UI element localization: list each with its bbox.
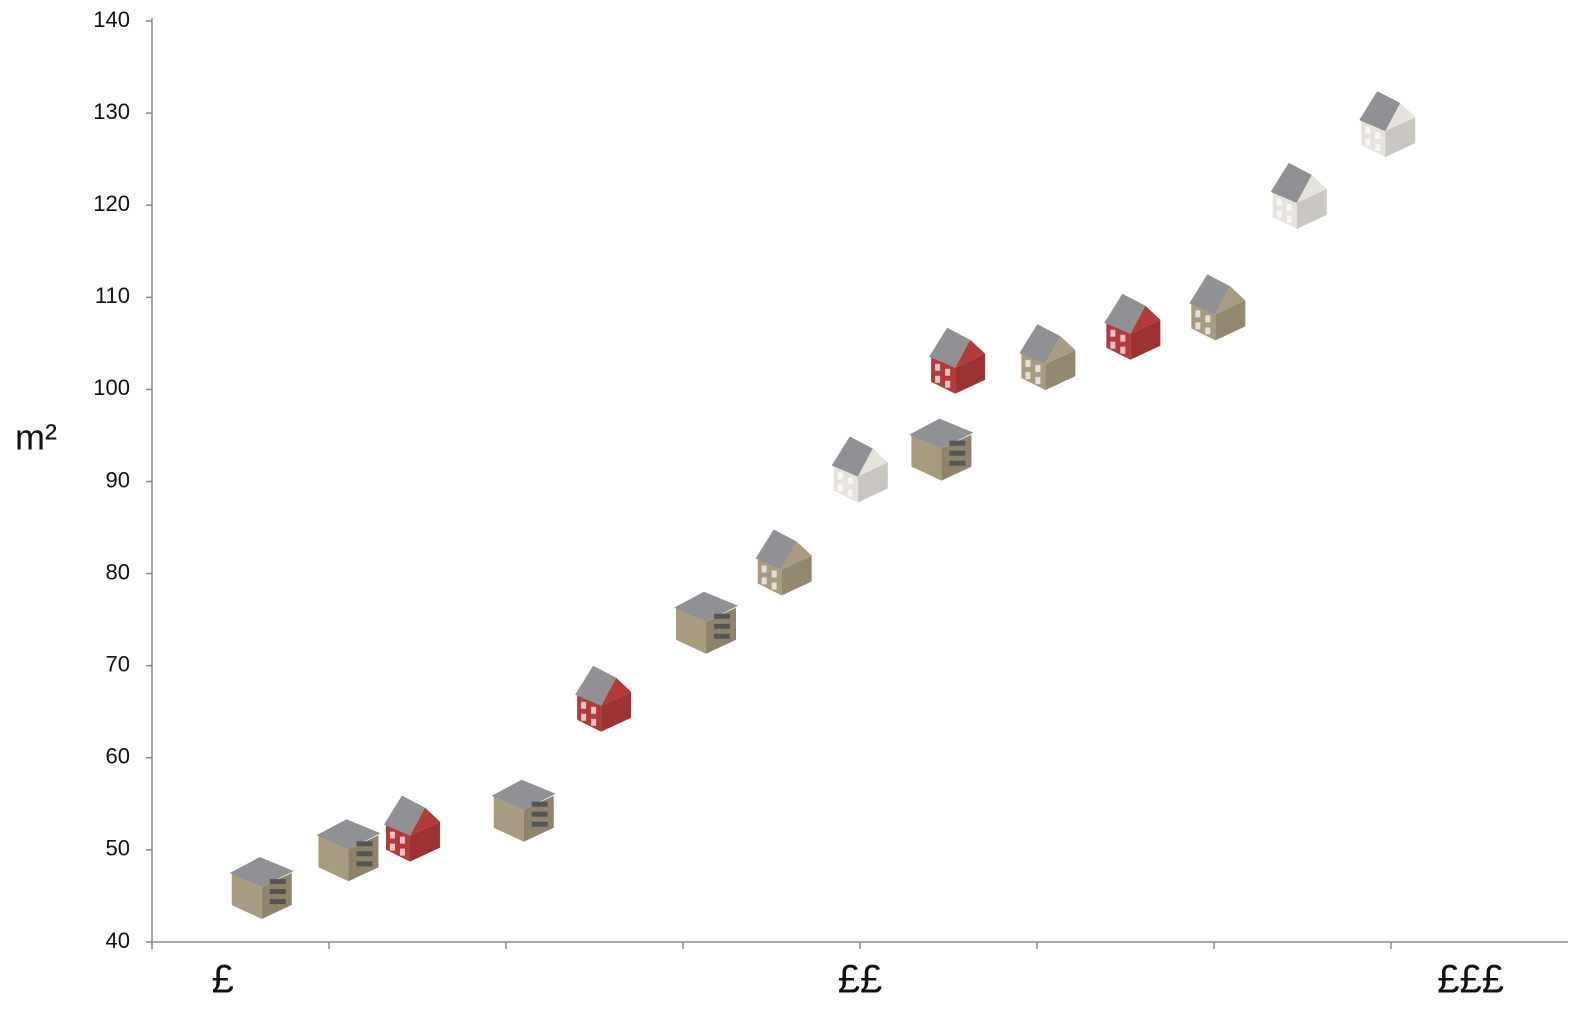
window (949, 461, 965, 466)
window (1365, 127, 1370, 134)
house-marker (575, 666, 631, 732)
window (581, 702, 586, 709)
chart: m² 405060708090100110120130140££££££ (0, 0, 1595, 1023)
window (949, 441, 965, 446)
y-tick-label: 140 (93, 7, 130, 32)
window (945, 369, 950, 376)
house-marker (1359, 91, 1415, 157)
window (772, 582, 777, 589)
window (714, 624, 730, 629)
window (714, 614, 730, 619)
window (591, 707, 596, 714)
window (1035, 377, 1040, 384)
window (1120, 347, 1125, 354)
x-label: £££ (1437, 958, 1504, 1002)
y-tick-label: 80 (106, 559, 130, 584)
window (935, 364, 940, 371)
window (1287, 216, 1292, 223)
window (1375, 144, 1380, 151)
window (356, 841, 372, 846)
window (1195, 322, 1200, 329)
window (1277, 199, 1282, 206)
window (762, 577, 767, 584)
window (390, 832, 395, 839)
window (838, 484, 843, 491)
house-marker (492, 780, 556, 842)
window (1277, 211, 1282, 218)
window (1110, 330, 1115, 337)
window (838, 472, 843, 479)
window (1195, 310, 1200, 317)
window (400, 837, 405, 844)
window (714, 634, 730, 639)
window (356, 851, 372, 856)
window (581, 714, 586, 721)
x-label: £ (212, 958, 234, 1002)
y-tick-label: 40 (106, 928, 130, 953)
y-tick-label: 70 (106, 652, 130, 677)
window (1120, 335, 1125, 342)
house-marker (1104, 294, 1160, 360)
y-tick-label: 100 (93, 375, 130, 400)
window (390, 844, 395, 851)
house-marker (909, 419, 973, 481)
window (1025, 360, 1030, 367)
house-marker (756, 529, 812, 595)
house-marker (384, 796, 440, 862)
window (400, 849, 405, 856)
y-axis-label: m² (15, 417, 57, 458)
house-marker (1271, 163, 1327, 229)
house-marker (674, 592, 738, 654)
window (1205, 315, 1210, 322)
window (949, 451, 965, 456)
window (935, 376, 940, 383)
x-label: ££ (838, 958, 883, 1002)
y-tick-label: 120 (93, 191, 130, 216)
y-tick-label: 130 (93, 99, 130, 124)
window (532, 822, 548, 827)
y-tick-label: 90 (106, 467, 130, 492)
window (270, 879, 286, 884)
window (1035, 365, 1040, 372)
window (945, 381, 950, 388)
y-tick-label: 110 (95, 283, 130, 308)
window (270, 899, 286, 904)
window (1365, 139, 1370, 146)
window (1205, 327, 1210, 334)
window (532, 802, 548, 807)
window (1287, 204, 1292, 211)
window (1110, 342, 1115, 349)
window (762, 565, 767, 572)
house-marker (929, 328, 985, 394)
house-marker (1189, 274, 1245, 340)
window (1025, 372, 1030, 379)
window (772, 570, 777, 577)
window (270, 889, 286, 894)
window (591, 719, 596, 726)
window (848, 477, 853, 484)
window (848, 489, 853, 496)
window (356, 861, 372, 866)
window (532, 812, 548, 817)
house-marker (230, 857, 294, 919)
window (1375, 132, 1380, 139)
house-marker (832, 436, 888, 502)
y-tick-label: 60 (106, 744, 130, 769)
house-marker (316, 819, 380, 881)
y-tick-label: 50 (106, 836, 130, 861)
house-marker (1019, 324, 1075, 390)
